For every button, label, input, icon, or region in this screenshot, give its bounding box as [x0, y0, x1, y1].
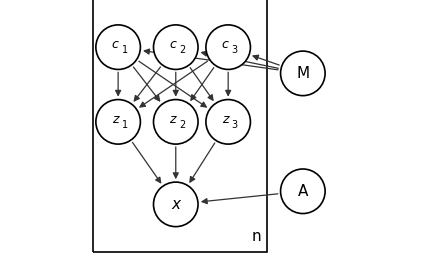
- Circle shape: [281, 169, 325, 214]
- Circle shape: [96, 25, 141, 69]
- Text: 2: 2: [179, 45, 185, 55]
- Circle shape: [153, 100, 198, 144]
- Text: z: z: [170, 113, 176, 126]
- Text: 3: 3: [232, 45, 238, 55]
- Circle shape: [96, 100, 141, 144]
- Text: z: z: [222, 113, 228, 126]
- Text: M: M: [296, 66, 309, 81]
- Circle shape: [206, 25, 251, 69]
- Circle shape: [206, 100, 251, 144]
- Text: 1: 1: [122, 45, 128, 55]
- Circle shape: [281, 51, 325, 96]
- Bar: [93, 0, 268, 252]
- Circle shape: [153, 182, 198, 227]
- Text: c: c: [112, 38, 118, 51]
- Text: c: c: [222, 38, 229, 51]
- Text: 3: 3: [232, 120, 238, 130]
- Text: 2: 2: [179, 120, 185, 130]
- Text: z: z: [112, 113, 118, 126]
- Text: x: x: [171, 197, 180, 212]
- Circle shape: [153, 25, 198, 69]
- Text: n: n: [251, 229, 261, 244]
- Text: c: c: [169, 38, 176, 51]
- Text: A: A: [298, 184, 308, 199]
- Text: 1: 1: [122, 120, 128, 130]
